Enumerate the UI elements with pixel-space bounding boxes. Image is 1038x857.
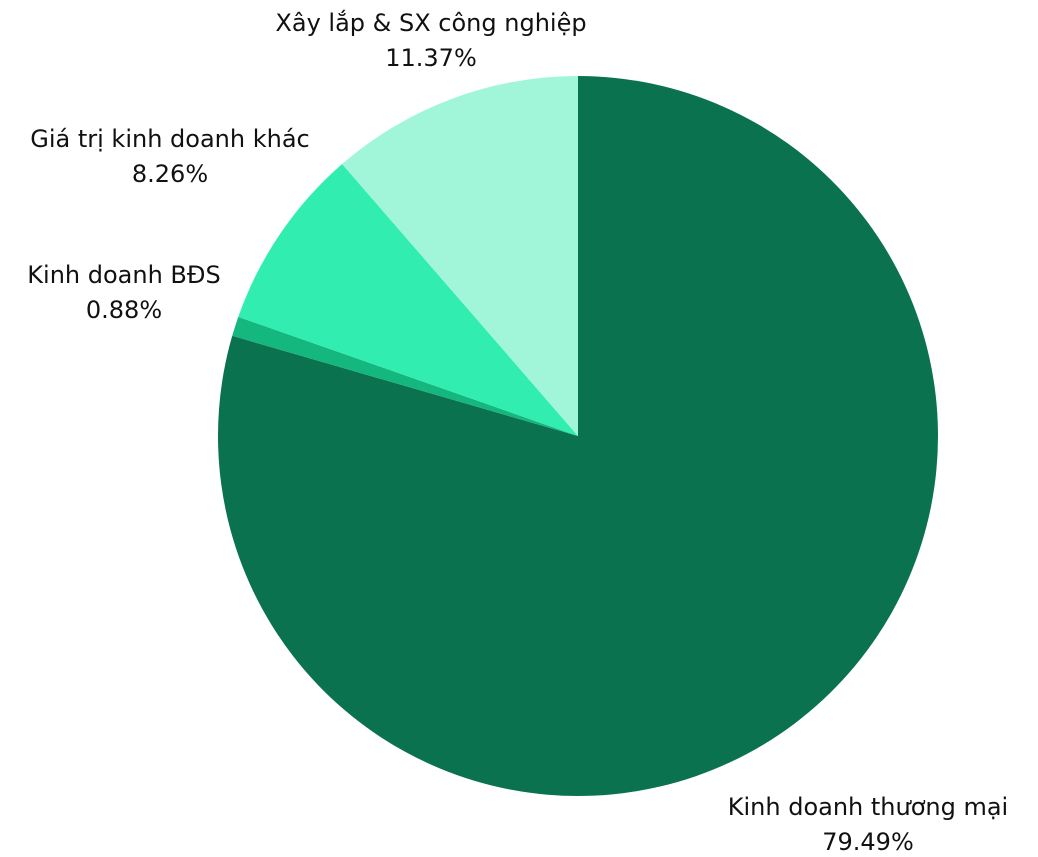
slice-category-label: Kinh doanh BĐS [27,261,220,289]
slice-category-label: Xây lắp & SX công nghiệp [275,8,586,37]
pie-slice-1 [217,76,938,796]
pie-slice-label-3: Giá trị kinh doanh khác 8.26% [30,125,309,188]
pie-slice-label-2: Kinh doanh BĐS 0.88% [27,261,220,324]
pie-slice-4 [342,76,578,436]
slice-percent-label: 79.49% [822,828,914,856]
pie-slice-label-1: Kinh doanh thương mại 79.49% [728,793,1008,856]
slice-category-label: Kinh doanh thương mại [728,793,1008,821]
slice-percent-label: 8.26% [132,160,208,188]
pie-slice-2 [232,316,579,436]
pie-labels: Kinh doanh thương mại 79.49% Kinh doanh BĐ… [27,8,1008,856]
slice-category-label: Giá trị kinh doanh khác [30,125,309,153]
pie-slices [217,76,938,796]
slice-percent-label: 0.88% [86,296,162,324]
pie-slice-3 [238,164,579,436]
slice-percent-label: 11.37% [385,44,477,72]
pie-slice-label-4: Xây lắp & SX công nghiệp 11.37% [275,8,586,72]
